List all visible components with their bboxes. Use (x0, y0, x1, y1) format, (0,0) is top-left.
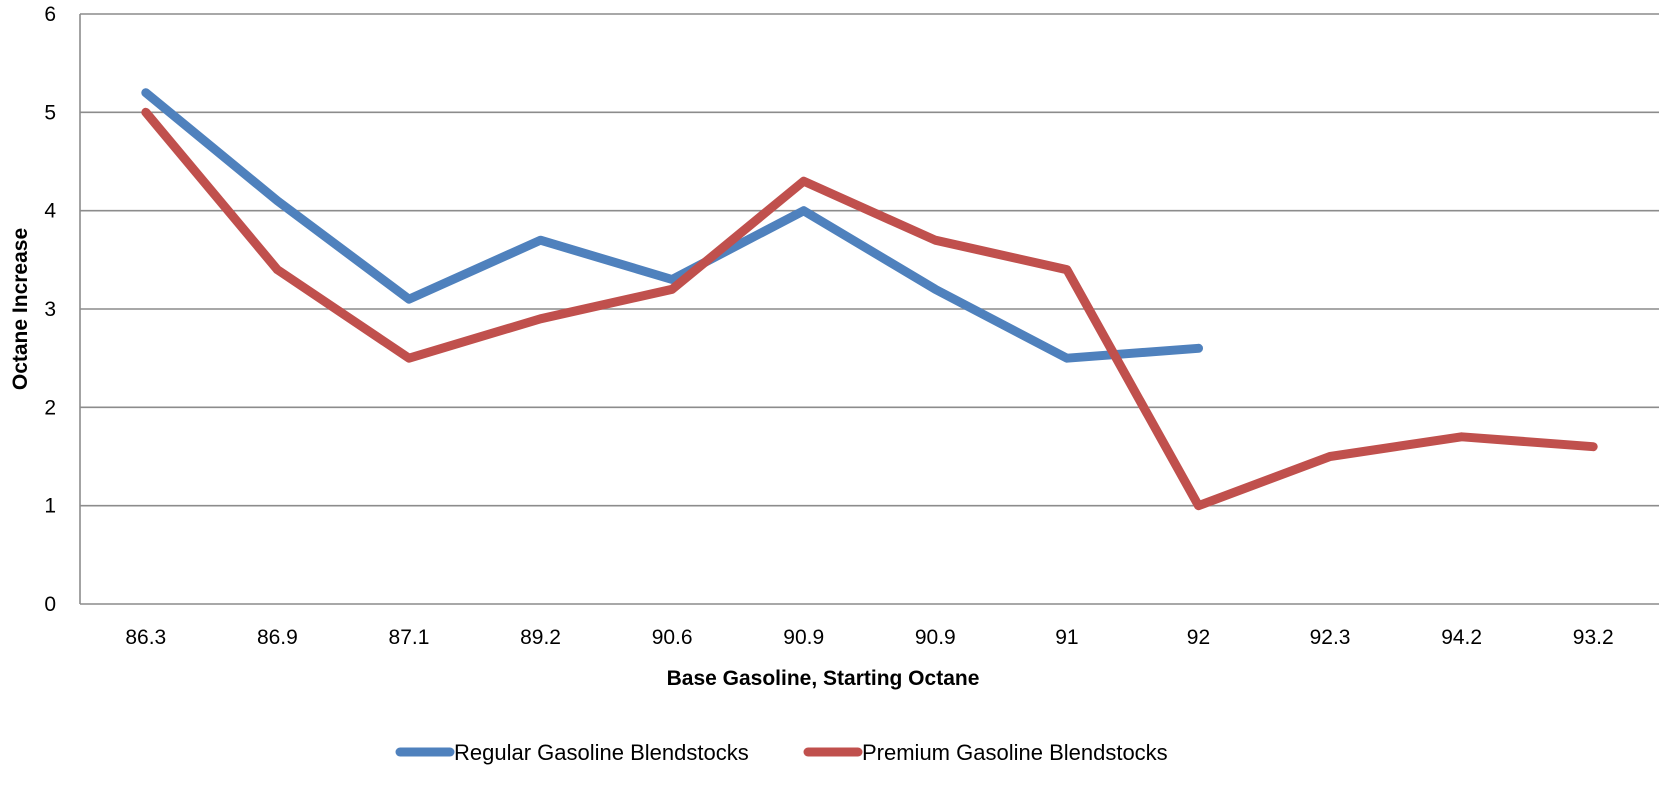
x-tick-label: 90.9 (915, 626, 956, 649)
x-tick-label: 86.3 (125, 626, 166, 649)
series-line-regular-gasoline-blendstocks (141, 88, 1203, 363)
y-tick-label: 3 (44, 298, 56, 321)
x-tick-label: 89.2 (520, 626, 561, 649)
legend: Regular Gasoline Blendstocks Premium Gaso… (395, 740, 1168, 765)
x-tick-label: 90.9 (783, 626, 824, 649)
x-tick-label: 94.2 (1441, 626, 1482, 649)
y-tick-label: 2 (44, 396, 56, 419)
x-tick-label: 93.2 (1573, 626, 1614, 649)
y-tick-label: 6 (44, 3, 56, 26)
x-tick-label: 92.3 (1310, 626, 1351, 649)
x-tick-label: 91 (1055, 626, 1078, 649)
y-tick-label: 1 (44, 495, 56, 518)
y-tick-label: 5 (44, 101, 56, 124)
legend-label-premium-gasoline-blendstocks: Premium Gasoline Blendstocks (862, 740, 1168, 765)
x-axis-ticks: 86.3 86.9 87.1 89.2 90.6 90.9 90.9 91 92 92.3 94.2… (125, 626, 1613, 649)
y-tick-label: 0 (44, 593, 56, 616)
x-tick-label: 90.6 (652, 626, 693, 649)
gridlines (79, 13, 1659, 605)
y-axis-ticks: 0 1 2 3 4 5 6 (44, 3, 56, 616)
series-line-premium-gasoline-blendstocks (141, 107, 1598, 511)
x-tick-label: 86.9 (257, 626, 298, 649)
x-tick-label: 92 (1187, 626, 1210, 649)
x-axis-title: Base Gasoline, Starting Octane (667, 667, 980, 690)
y-axis-title: Octane Increase (9, 228, 32, 390)
series-lines (141, 88, 1598, 511)
y-tick-label: 4 (44, 200, 56, 223)
legend-label-regular-gasoline-blendstocks: Regular Gasoline Blendstocks (454, 740, 749, 765)
x-tick-label: 87.1 (389, 626, 430, 649)
